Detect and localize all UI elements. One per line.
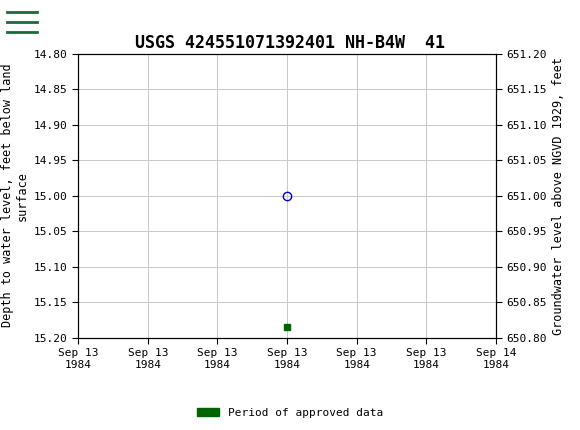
Y-axis label: Groundwater level above NGVD 1929, feet: Groundwater level above NGVD 1929, feet [552,57,566,335]
Legend: Period of approved data: Period of approved data [193,403,387,422]
Bar [5,3,39,37]
Y-axis label: Depth to water level, feet below land
surface: Depth to water level, feet below land su… [1,64,28,328]
Text: USGS 424551071392401 NH-B4W  41: USGS 424551071392401 NH-B4W 41 [135,34,445,52]
Text: USGS: USGS [44,12,81,28]
